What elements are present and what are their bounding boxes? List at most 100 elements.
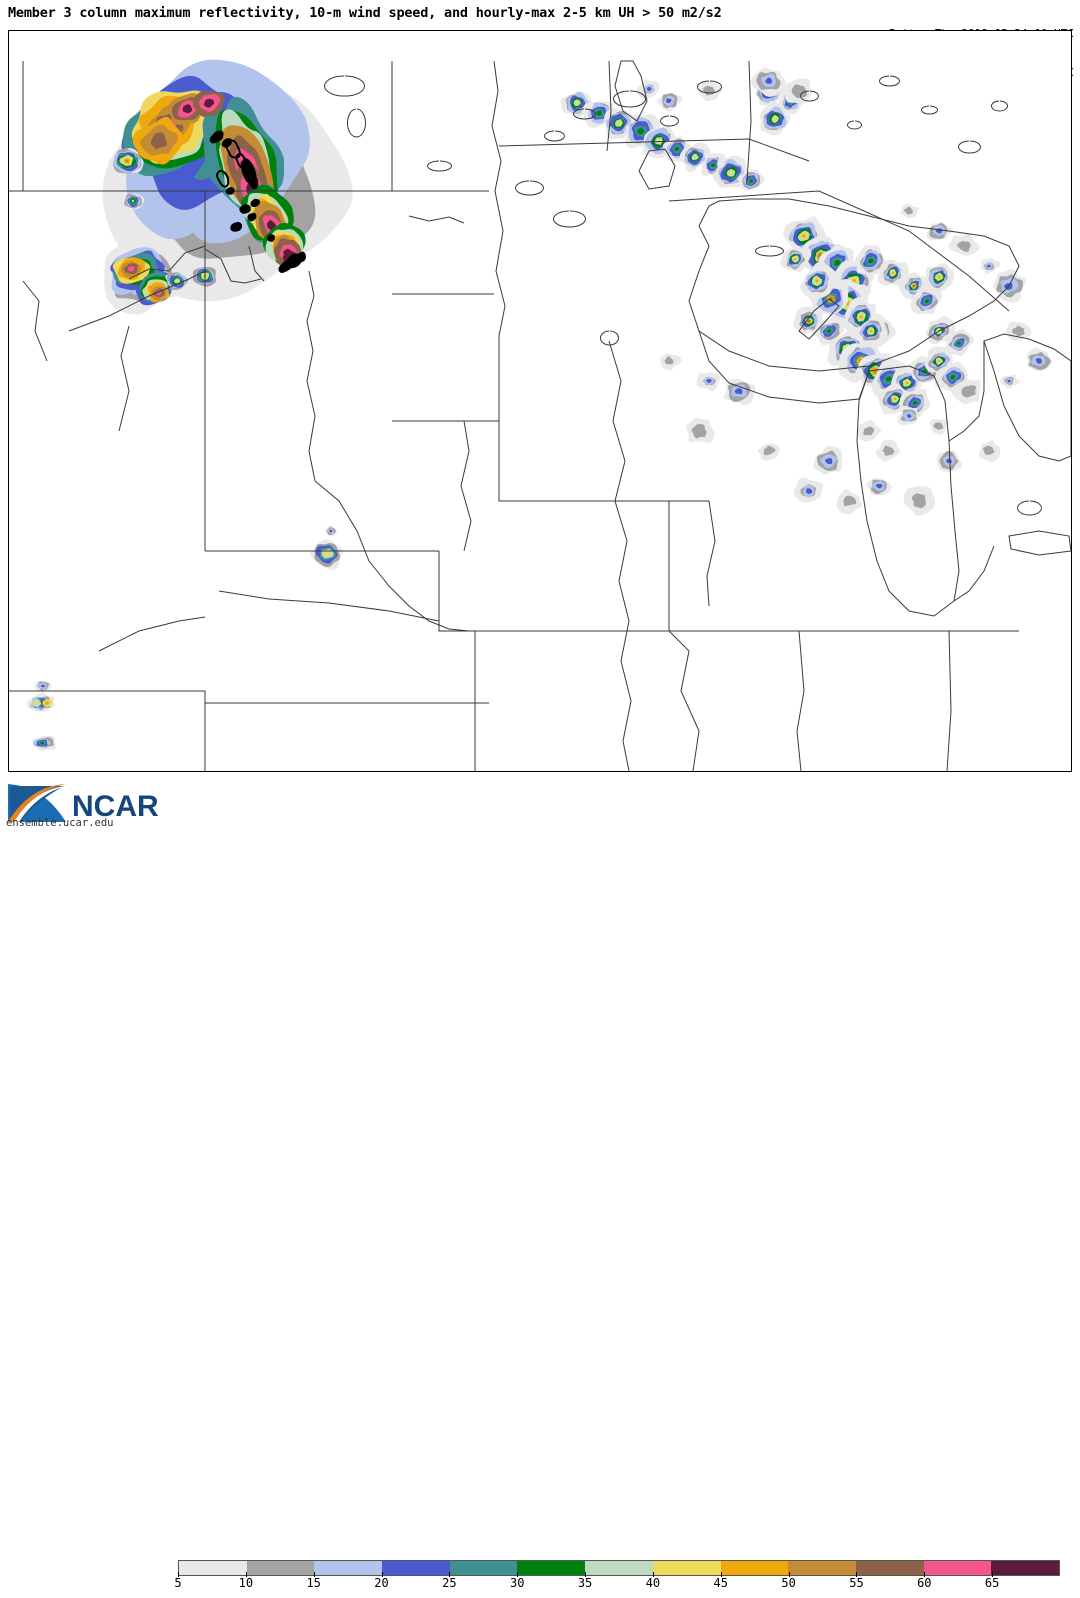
reflectivity-contour	[710, 163, 716, 168]
colorbar-swatch	[652, 1561, 721, 1575]
reflectivity-contour	[637, 127, 645, 135]
colorbar-swatch	[720, 1561, 789, 1575]
reflectivity-contour	[950, 374, 956, 380]
reflectivity-contour	[791, 84, 808, 99]
reflectivity-contour	[793, 257, 797, 261]
reflectivity-contour	[150, 132, 168, 150]
reflectivity-contour	[749, 179, 753, 183]
colorbar-tick-label: 40	[645, 1576, 661, 1590]
colorbar-tick-label: 30	[509, 1576, 525, 1590]
reflectivity-contour	[127, 266, 136, 272]
uh-contour	[295, 251, 306, 263]
reflectivity-contour	[925, 299, 929, 304]
reflectivity-contour	[824, 458, 833, 465]
ncar-url[interactable]: ensemble.ucar.edu	[6, 817, 114, 829]
reflectivity-contour	[646, 86, 652, 91]
reflectivity-contour	[182, 104, 193, 114]
map-panel[interactable]	[8, 30, 1072, 772]
reflectivity-contour	[33, 701, 39, 705]
header-bar: Member 3 column maximum reflectivity, 10…	[0, 0, 1080, 79]
colorbar	[178, 1560, 1060, 1576]
reflectivity-contour	[693, 155, 697, 159]
reflectivity-contour	[903, 206, 914, 215]
colorbar-tick-label: 50	[781, 1576, 796, 1590]
uh-contour	[216, 169, 230, 188]
reflectivity-contour	[859, 315, 863, 319]
reflectivity-contour	[203, 98, 215, 108]
colorbar-tick-label: 65	[984, 1576, 1000, 1590]
reflectivity-contour	[329, 529, 333, 533]
uh-contour	[267, 234, 276, 242]
reflectivity-contour	[125, 159, 129, 163]
colorbar-swatch	[246, 1561, 315, 1575]
uh-contour	[239, 204, 251, 214]
colorbar-swatch	[517, 1561, 586, 1575]
colorbar-swatch	[991, 1561, 1059, 1575]
reflectivity-contour	[891, 271, 895, 275]
colorbar-swatch	[449, 1561, 518, 1575]
reflectivity-contour	[802, 234, 806, 238]
colorbar-tick-label: 45	[713, 1576, 728, 1590]
uh-contour	[225, 187, 235, 195]
colorbar-tick-label: 20	[374, 1576, 389, 1590]
reflectivity-contour	[1012, 325, 1025, 337]
reflectivity-contour	[863, 426, 875, 436]
reflectivity-contour	[893, 397, 897, 401]
map-boundary-layer	[9, 60, 1071, 771]
colorbar-tick-label: 35	[577, 1576, 593, 1590]
colorbar-tick-label: 5	[174, 1576, 182, 1590]
weather-map[interactable]	[9, 31, 1071, 771]
reflectivity-contour	[808, 320, 810, 322]
colorbar-tick-label: 25	[442, 1576, 457, 1590]
reflectivity-contour	[961, 385, 977, 398]
reflectivity-contour	[596, 110, 602, 116]
reflectivity-field	[26, 59, 1052, 752]
updraft-helicity-contours	[209, 130, 306, 273]
colorbar-tick-label: 55	[849, 1576, 864, 1590]
reflectivity-contour	[911, 493, 926, 509]
uh-contour	[250, 198, 261, 208]
reflectivity-contour	[1035, 358, 1042, 364]
reflectivity-contour	[617, 121, 622, 125]
reflectivity-contour	[957, 241, 972, 252]
reflectivity-contour	[912, 400, 918, 406]
reflectivity-contour	[806, 488, 813, 494]
reflectivity-contour	[982, 445, 995, 455]
reflectivity-contour	[987, 264, 992, 268]
reflectivity-contour	[763, 445, 776, 456]
page-title: Member 3 column maximum reflectivity, 10…	[8, 5, 722, 21]
uh-contour	[247, 173, 259, 190]
colorbar-swatch	[382, 1561, 450, 1575]
reflectivity-contour	[40, 741, 45, 745]
reflectivity-contour	[665, 98, 672, 104]
reflectivity-contour	[834, 260, 841, 266]
reflectivity-contour	[885, 376, 892, 382]
reflectivity-contour	[728, 171, 734, 176]
reflectivity-contour	[826, 329, 832, 333]
uh-contour	[209, 130, 224, 144]
uh-contour	[230, 221, 242, 232]
reflectivity-contour	[868, 258, 874, 264]
reflectivity-contour	[815, 279, 819, 283]
footer-bar: NCAR ensemble.ucar.edu 5 10 15 20 25 30 35 40 45…	[0, 772, 1080, 1590]
reflectivity-contour	[575, 101, 579, 105]
ncar-logo-text: NCAR	[72, 790, 159, 823]
colorbar-swatch	[585, 1561, 653, 1575]
reflectivity-contour	[765, 77, 773, 84]
reflectivity-contour	[41, 684, 46, 688]
colorbar-swatch	[855, 1561, 924, 1575]
colorbar-swatch	[923, 1561, 992, 1575]
colorbar-swatch	[179, 1561, 247, 1575]
reflectivity-contour	[734, 388, 743, 395]
reflectivity-contour	[664, 356, 674, 365]
colorbar-tick-label: 10	[238, 1576, 254, 1590]
reflectivity-contour	[933, 422, 944, 430]
reflectivity-contour	[956, 341, 961, 345]
reflectivity-contour	[882, 445, 895, 456]
reflectivity-contour	[773, 117, 778, 122]
colorbar-tick-label: 15	[306, 1576, 321, 1590]
reflectivity-contour	[706, 378, 712, 383]
ncar-logo[interactable]: NCAR	[6, 776, 171, 832]
reflectivity-contour	[843, 495, 857, 507]
reflectivity-contour	[937, 359, 941, 363]
